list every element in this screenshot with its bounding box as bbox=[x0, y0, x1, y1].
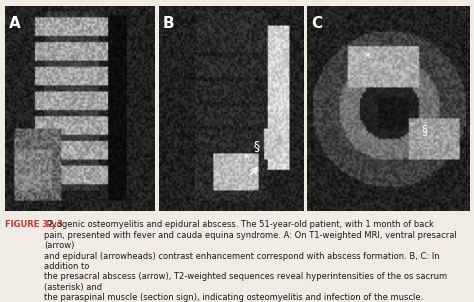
Text: *: * bbox=[365, 51, 371, 64]
Text: A: A bbox=[9, 16, 20, 31]
Text: §: § bbox=[253, 139, 259, 152]
Text: §: § bbox=[421, 123, 428, 136]
Text: *: * bbox=[242, 152, 249, 165]
Text: Pyogenic osteomyelitis and epidural abscess. The 51-year-old patient, with 1 mon: Pyogenic osteomyelitis and epidural absc… bbox=[44, 220, 457, 302]
Text: B: B bbox=[163, 16, 174, 31]
Text: C: C bbox=[311, 16, 322, 31]
Text: FIGURE 32.3: FIGURE 32.3 bbox=[5, 220, 63, 230]
